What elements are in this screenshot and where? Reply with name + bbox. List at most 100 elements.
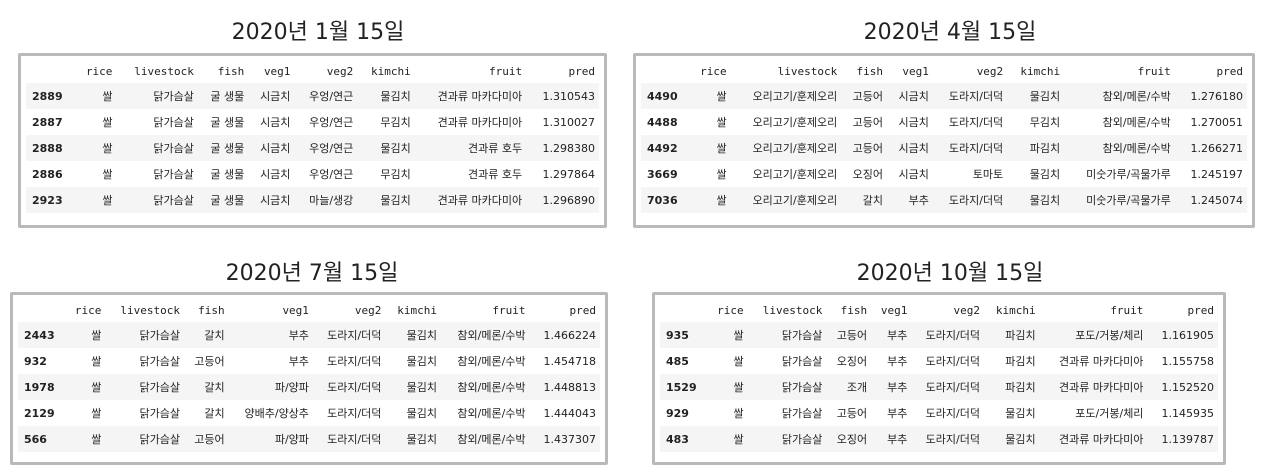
cell-fish: 굴 생물 <box>197 109 249 135</box>
cell-kimchi: 물김치 <box>983 400 1040 426</box>
cell-pred: 1.296890 <box>526 187 599 213</box>
cell-pred: 1.139787 <box>1147 426 1218 452</box>
cell-veg1: 시금치 <box>887 109 933 135</box>
cell-fruit: 참외/메론/수박 <box>440 322 530 348</box>
cell-veg2: 우엉/연근 <box>294 135 358 161</box>
row-index: 935 <box>660 322 708 348</box>
cell-veg2: 도라지/더덕 <box>312 374 386 400</box>
cell-veg1: 부추 <box>871 426 912 452</box>
cell-fruit: 견과류 마카다미아 <box>414 109 527 135</box>
cell-pred: 1.161905 <box>1147 322 1218 348</box>
row-index: 2923 <box>26 187 75 213</box>
cell-rice: 쌀 <box>707 400 748 426</box>
cell-pred: 1.266271 <box>1174 135 1247 161</box>
cell-veg2: 도라지/더덕 <box>911 348 984 374</box>
row-index: 932 <box>18 348 66 374</box>
cell-pred: 1.454718 <box>529 348 600 374</box>
table-row: 3669 쌀 오리고기/훈제오리 오징어 시금치 토마토 물김치 미숫가루/곡물가루 1.245… <box>641 161 1247 187</box>
column-header-fish: fish <box>840 303 868 317</box>
cell-veg1: 부추 <box>871 348 912 374</box>
table-row: 4490 쌀 오리고기/훈제오리 고등어 시금치 도라지/더덕 물김치 참외/메론/수박 1.2… <box>641 83 1247 109</box>
cell-livestock: 닭가슴살 <box>116 135 198 161</box>
cell-livestock: 닭가슴살 <box>105 322 185 348</box>
cell-veg1: 파/양파 <box>228 374 313 400</box>
cell-rice: 쌀 <box>74 83 117 109</box>
cell-livestock: 닭가슴살 <box>116 187 198 213</box>
cell-veg2: 우엉/연근 <box>294 83 358 109</box>
cell-fish: 굴 생물 <box>197 83 249 109</box>
panel-title: 2020년 4월 15일 <box>863 20 1037 45</box>
cell-kimchi: 파김치 <box>983 374 1040 400</box>
column-header-livestock: livestock <box>120 303 181 317</box>
cell-rice: 쌀 <box>74 187 117 213</box>
column-header-pred: pred <box>1216 64 1244 78</box>
cell-fruit: 견과류 마카다미아 <box>414 83 527 109</box>
cell-rice: 쌀 <box>689 83 731 109</box>
column-header-fish: fish <box>217 64 245 78</box>
cell-rice: 쌀 <box>689 161 731 187</box>
cell-veg1: 시금치 <box>887 161 933 187</box>
cell-pred: 1.245074 <box>1174 187 1247 213</box>
cell-kimchi: 물김치 <box>1007 187 1065 213</box>
panel-title: 2020년 7월 15일 <box>225 261 399 286</box>
column-header-fruit: fruit <box>492 303 526 317</box>
table-row: 1529 쌀 닭가슴살 조개 부추 도라지/더덕 파김치 견과류 마카다미아 1.152520 <box>660 374 1218 400</box>
cell-veg1: 부추 <box>871 400 912 426</box>
cell-veg1: 부추 <box>871 322 912 348</box>
row-index: 929 <box>660 400 708 426</box>
cell-veg2: 도라지/더덕 <box>312 426 386 452</box>
cell-fish: 고등어 <box>184 348 229 374</box>
cell-rice: 쌀 <box>707 322 748 348</box>
row-index: 2443 <box>18 322 66 348</box>
cell-livestock: 오리고기/훈제오리 <box>730 187 842 213</box>
index-header <box>18 298 65 322</box>
column-header-kimchi: kimchi <box>371 64 411 78</box>
cell-rice: 쌀 <box>65 322 106 348</box>
table-row: 7036 쌀 오리고기/훈제오리 갈치 부추 도라지/더덕 물김치 미숫가루/곡물가루 1.24… <box>641 187 1247 213</box>
column-header-veg2: veg2 <box>976 64 1004 78</box>
table-container: rice livestock fish veg1 veg2 kimchi fruit pred… <box>652 292 1226 465</box>
cell-livestock: 닭가슴살 <box>105 400 185 426</box>
column-header-rice: rice <box>700 64 727 78</box>
column-header-rice: rice <box>85 64 113 78</box>
row-index: 483 <box>660 426 708 452</box>
panel-title: 2020년 10월 15일 <box>856 261 1044 286</box>
cell-fruit: 참외/메론/수박 <box>440 348 530 374</box>
row-index: 4490 <box>641 83 690 109</box>
cell-kimchi: 물김치 <box>983 426 1040 452</box>
cell-livestock: 닭가슴살 <box>105 374 185 400</box>
cell-livestock: 닭가슴살 <box>105 348 185 374</box>
column-header-pred: pred <box>568 64 596 78</box>
cell-rice: 쌀 <box>74 109 117 135</box>
cell-pred: 1.152520 <box>1147 374 1218 400</box>
header-row: rice livestock fish veg1 veg2 kimchi fruit pred <box>26 59 599 83</box>
cell-veg2: 도라지/더덕 <box>312 348 386 374</box>
header-row: rice livestock fish veg1 veg2 kimchi fruit pred <box>18 298 600 322</box>
cell-fish: 갈치 <box>184 322 229 348</box>
header-row: rice livestock fish veg1 veg2 kimchi fruit pred <box>660 298 1218 322</box>
column-header-veg1: veg1 <box>902 64 929 78</box>
row-index: 2129 <box>18 400 66 426</box>
table-row: 929 쌀 닭가슴살 고등어 부추 도라지/더덕 물김치 포도/거봉/체리 1.145935 <box>660 400 1218 426</box>
cell-fish: 굴 생물 <box>197 187 249 213</box>
cell-fish: 굴 생물 <box>197 161 249 187</box>
cell-fruit: 참외/메론/수박 <box>440 426 530 452</box>
table-container: rice livestock fish veg1 veg2 kimchi fruit pred… <box>18 53 607 228</box>
row-index: 7036 <box>641 187 690 213</box>
table-row: 2886 쌀 닭가슴살 굴 생물 시금치 우엉/연근 무김치 견과류 호두 1.297864 <box>26 161 599 187</box>
row-index: 2889 <box>26 83 75 109</box>
cell-kimchi: 물김치 <box>357 187 415 213</box>
cell-veg1: 부추 <box>228 322 313 348</box>
cell-veg2: 우엉/연근 <box>294 161 358 187</box>
table-row: 566 쌀 닭가슴살 고등어 파/양파 도라지/더덕 물김치 참외/메론/수박 1.437307 <box>18 426 600 452</box>
cell-kimchi: 물김치 <box>385 374 441 400</box>
column-header-livestock: livestock <box>777 64 838 78</box>
cell-rice: 쌀 <box>689 135 731 161</box>
cell-rice: 쌀 <box>74 135 117 161</box>
cell-veg1: 시금치 <box>248 109 295 135</box>
cell-fruit: 참외/메론/수박 <box>1064 135 1175 161</box>
cell-veg1: 파/양파 <box>228 426 313 452</box>
cell-fruit: 미숫가루/곡물가루 <box>1064 187 1175 213</box>
cell-fish: 갈치 <box>184 374 229 400</box>
cell-rice: 쌀 <box>65 348 106 374</box>
